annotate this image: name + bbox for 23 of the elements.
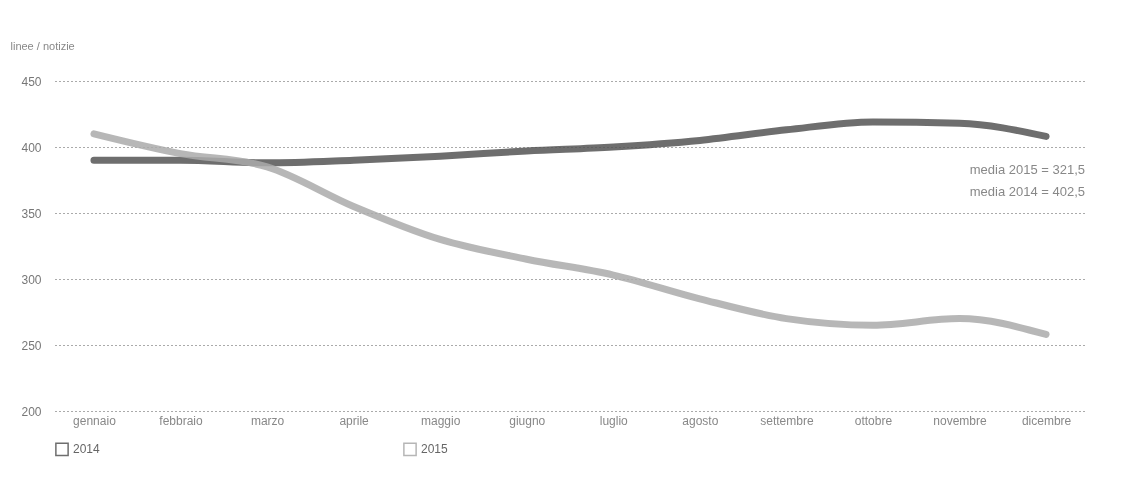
- annotation: media 2015 = 321,5: [969, 162, 1085, 178]
- x-tick-label: ottobre: [854, 413, 893, 428]
- annotation: media 2014 = 402,5: [969, 184, 1085, 200]
- legend-label: 2014: [73, 442, 101, 457]
- y-axis-title: linee / notizie: [10, 39, 75, 52]
- x-tick-label: aprile: [339, 413, 370, 428]
- legend-label: 2015: [421, 442, 449, 457]
- y-tick-label: 300: [21, 272, 42, 287]
- x-tick-label: maggio: [420, 413, 461, 428]
- y-tick-label: 200: [21, 404, 42, 419]
- x-tick-label: gennaio: [73, 413, 117, 428]
- y-tick-label: 450: [21, 74, 42, 89]
- x-tick-label: settembre: [760, 413, 814, 428]
- x-tick-label: luglio: [599, 413, 629, 428]
- x-tick-label: novembre: [933, 413, 987, 428]
- x-tick-label: giugno: [509, 413, 546, 428]
- x-tick-label: marzo: [250, 413, 285, 428]
- y-tick-label: 400: [21, 140, 42, 155]
- y-tick-label: 350: [21, 206, 42, 221]
- x-tick-label: agosto: [682, 413, 719, 428]
- y-tick-label: 250: [21, 338, 42, 353]
- x-tick-label: dicembre: [1021, 413, 1072, 428]
- x-tick-label: febbraio: [159, 413, 204, 428]
